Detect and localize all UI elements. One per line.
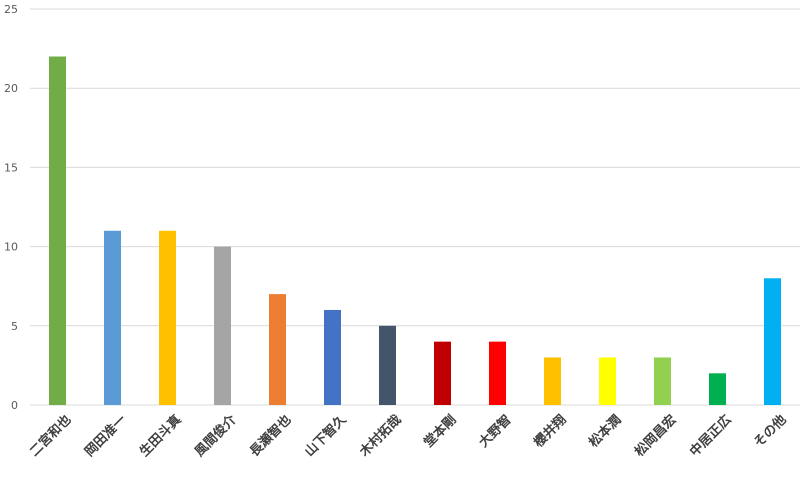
x-axis-ticks: 二宮和也 岡田准一 生田斗真 風間俊介 長瀬智也 山下智久 木村拓哉 堂本剛 大野智 櫻井翔 松本潤… bbox=[26, 411, 789, 460]
x-tick-label: 堂本剛 bbox=[421, 412, 460, 451]
x-tick-label: 岡田准一 bbox=[81, 412, 129, 460]
bar-5 bbox=[269, 294, 286, 405]
bar-6 bbox=[324, 309, 341, 405]
bar-10 bbox=[544, 357, 561, 405]
bar-8 bbox=[434, 341, 451, 405]
y-axis-ticks: 0 5 10 15 20 25 bbox=[4, 3, 18, 412]
bar-1 bbox=[49, 56, 66, 406]
bar-11 bbox=[599, 357, 616, 405]
bar-3 bbox=[159, 230, 176, 405]
y-tick-label: 0 bbox=[11, 399, 18, 412]
bar-7 bbox=[379, 325, 396, 405]
x-tick-label: 櫻井翔 bbox=[530, 412, 570, 452]
x-tick-label: 二宮和也 bbox=[26, 412, 74, 460]
gridlines bbox=[30, 8, 800, 406]
x-tick-label: 大野智 bbox=[476, 412, 515, 451]
bar-13 bbox=[709, 373, 726, 405]
bar-14 bbox=[764, 278, 781, 405]
bar-9 bbox=[489, 341, 506, 405]
bar-2 bbox=[104, 230, 121, 405]
x-tick-label: 生田斗真 bbox=[136, 412, 184, 460]
y-tick-label: 10 bbox=[4, 241, 18, 254]
x-tick-label: 風間俊介 bbox=[191, 411, 240, 460]
x-tick-label: 松岡昌宏 bbox=[631, 412, 679, 460]
x-tick-label: 長瀬智也 bbox=[246, 412, 294, 460]
bars bbox=[49, 56, 781, 406]
y-tick-label: 25 bbox=[4, 3, 18, 16]
y-tick-label: 15 bbox=[4, 161, 18, 174]
x-tick-label: 中居正広 bbox=[686, 412, 734, 460]
y-tick-label: 20 bbox=[4, 82, 18, 95]
bar-12 bbox=[654, 357, 671, 405]
y-tick-label: 5 bbox=[11, 320, 18, 333]
x-tick-label: その他 bbox=[751, 412, 790, 451]
x-tick-label: 山下智久 bbox=[301, 411, 350, 460]
x-tick-label: 木村拓哉 bbox=[356, 412, 405, 461]
bar-4 bbox=[214, 246, 231, 405]
x-tick-label: 松本潤 bbox=[586, 412, 625, 451]
